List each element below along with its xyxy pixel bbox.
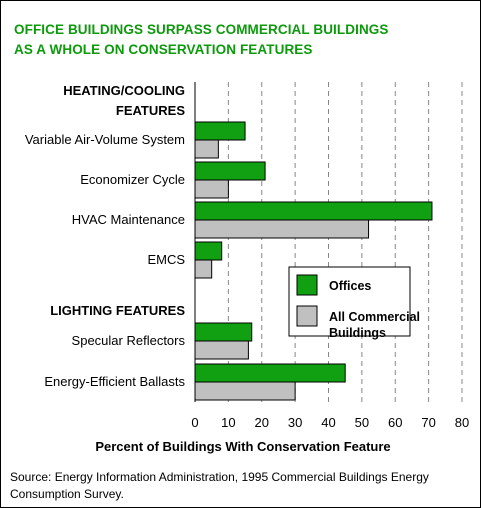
x-tick-label-80: 80 [455, 415, 469, 430]
bar-all-commercial-0 [194, 139, 219, 159]
category-label-4: Specular Reflectors [72, 333, 186, 348]
legend-label-0-0: Offices [329, 279, 371, 293]
category-label-5: Energy-Efficient Ballasts [44, 374, 185, 389]
x-tick-label-70: 70 [421, 415, 435, 430]
bar-chart: Variable Air-Volume System Economizer Cyc… [25, 82, 469, 454]
bar-offices-2 [194, 201, 433, 221]
x-tick-label-10: 10 [221, 415, 235, 430]
x-tick-label-60: 60 [388, 415, 402, 430]
category-label-0: Variable Air-Volume System [25, 132, 185, 147]
bar-all-commercial-4 [194, 340, 249, 360]
bar-offices-5 [194, 363, 346, 383]
x-tick-label-40: 40 [321, 415, 335, 430]
bars [194, 121, 433, 401]
bar-offices-4 [194, 322, 253, 342]
legend-label-1-0: All Commercial [329, 310, 420, 324]
group-header-1-0: LIGHTING FEATURES [50, 303, 185, 318]
category-label-2: HVAC Maintenance [72, 212, 185, 227]
group-header-0-1: FEATURES [116, 103, 185, 118]
gridlines [227, 82, 463, 402]
x-tick-label-30: 30 [288, 415, 302, 430]
category-label-1: Economizer Cycle [80, 172, 185, 187]
legend-swatch-1 [296, 305, 318, 327]
bar-offices-1 [194, 161, 266, 181]
category-labels: Variable Air-Volume System Economizer Cyc… [25, 132, 186, 389]
group-headers: HEATING/COOLING FEATURES LIGHTING FEATURES [50, 83, 185, 318]
bar-all-commercial-3 [194, 259, 213, 279]
x-tick-label-0: 0 [191, 415, 198, 430]
bar-all-commercial-1 [194, 179, 229, 199]
group-header-0-0: HEATING/COOLING [63, 83, 185, 98]
bar-all-commercial-5 [194, 381, 296, 401]
bar-all-commercial-2 [194, 219, 370, 239]
x-tick-label-50: 50 [355, 415, 369, 430]
chart-title-line2: AS A WHOLE ON CONSERVATION FEATURES [14, 42, 313, 57]
x-axis-label: Percent of Buildings With Conservation F… [95, 439, 390, 454]
bar-offices-0 [194, 121, 246, 141]
legend-swatch-0 [296, 274, 318, 296]
x-tick-labels: 0 10 20 30 40 50 60 70 80 [191, 415, 469, 430]
category-label-3: EMCS [147, 252, 185, 267]
x-tick-label-20: 20 [255, 415, 269, 430]
bar-offices-3 [194, 241, 223, 261]
chart-title-line1: OFFICE BUILDINGS SURPASS COMMERCIAL BUIL… [14, 22, 389, 37]
source-note: Source: Energy Information Administratio… [10, 470, 429, 501]
legend-label-1-1: Buildings [329, 326, 386, 340]
legend: Offices All Commercial Buildings [288, 266, 420, 340]
